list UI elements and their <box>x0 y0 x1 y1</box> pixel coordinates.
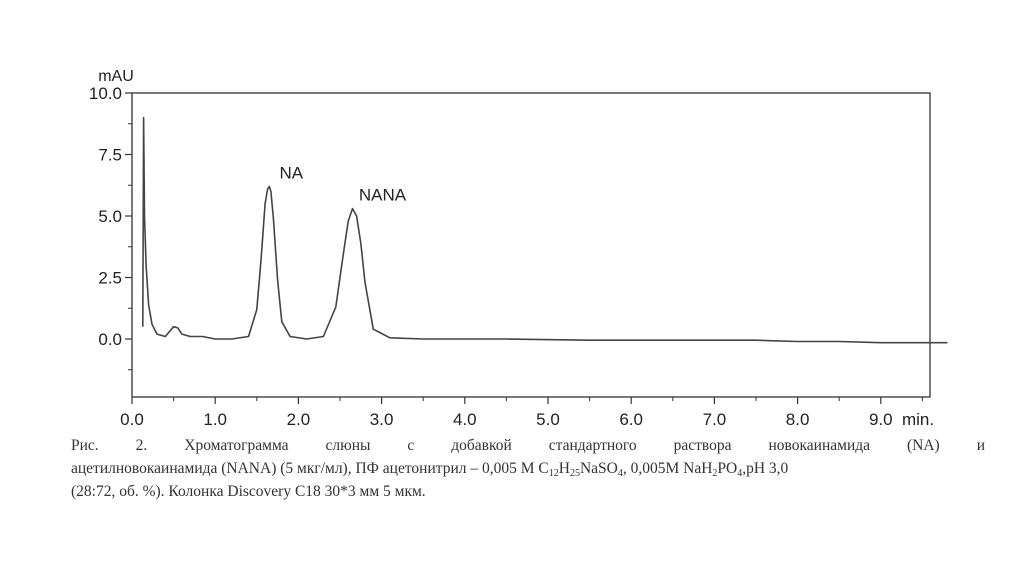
x-tick-label: 9.0 <box>869 410 893 429</box>
subscript-2: 2 <box>712 468 718 479</box>
plot-frame <box>131 92 931 398</box>
caption-po: PO <box>717 460 738 477</box>
caption-nah: , 0,005M NaH <box>622 460 713 477</box>
chromatogram-line <box>142 116 948 344</box>
subscript-4a: 4 <box>617 468 623 479</box>
ticks: 0.0 2.5 5.0 7.5 10.0 0.0 1.0 2.0 3.0 4.0 5.0 6.0 7.0… <box>89 68 934 429</box>
caption-h: H <box>558 460 570 477</box>
caption-naso: NaSO <box>579 460 618 477</box>
caption-line-3: (28:72, об. %). Колонка Discovery C18 30… <box>71 483 426 500</box>
y-tick-label: 0.0 <box>98 330 122 349</box>
axes <box>131 92 931 398</box>
y-tick-label: 10.0 <box>89 84 122 103</box>
x-tick-label: 6.0 <box>619 410 643 429</box>
y-axis-label: mAU <box>98 68 134 85</box>
caption-line-2: ацетилновокаинамида (NANA) (5 мкг/мл), П… <box>71 457 985 480</box>
figure-caption: Рис. 2. Хроматограмма слюны с добавкой с… <box>71 434 985 503</box>
x-tick-label: 0.0 <box>120 410 144 429</box>
x-tick-label: 1.0 <box>203 410 227 429</box>
x-tick-label: 5.0 <box>536 410 560 429</box>
peak-label-na: NA <box>279 163 303 182</box>
x-tick-label: 4.0 <box>453 410 477 429</box>
x-tick-label: 2.0 <box>287 410 311 429</box>
x-tick-label: 3.0 <box>370 410 394 429</box>
x-axis-label: min. <box>902 410 934 429</box>
subscript-12: 12 <box>548 468 559 479</box>
chromatogram-chart: 0.0 2.5 5.0 7.5 10.0 0.0 1.0 2.0 3.0 4.0 5.0 6.0 7.0… <box>89 68 948 429</box>
caption-line-1: Рис. 2. Хроматограмма слюны с добавкой с… <box>71 437 985 454</box>
series <box>142 116 948 344</box>
y-tick-label: 7.5 <box>98 146 122 165</box>
caption-ph: ,pH 3,0 <box>742 460 789 477</box>
caption-line-2-start: ацетилновокаинамида (NANA) (5 мкг/мл), П… <box>71 460 549 477</box>
y-tick-label: 5.0 <box>98 207 122 226</box>
x-tick-label: 7.0 <box>703 410 727 429</box>
x-tick-label: 8.0 <box>786 410 810 429</box>
subscript-25: 25 <box>569 468 580 479</box>
y-tick-label: 2.5 <box>98 269 122 288</box>
subscript-4b: 4 <box>737 468 743 479</box>
peak-label-nana: NANA <box>359 186 407 205</box>
